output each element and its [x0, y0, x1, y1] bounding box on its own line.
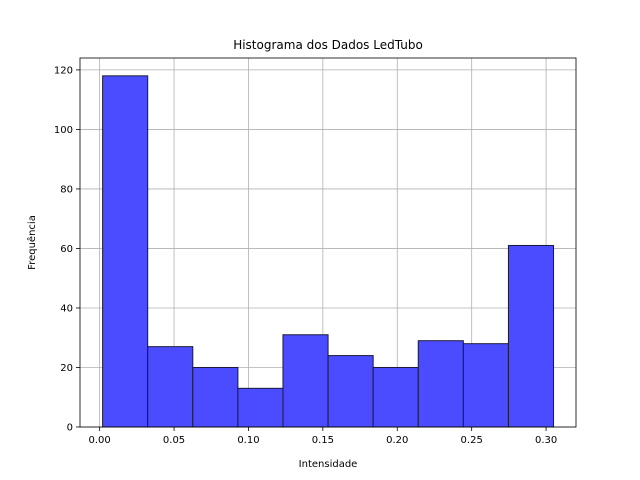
histogram-bar: [192, 366, 239, 428]
y-axis-label: Frequência: [26, 215, 38, 270]
y-tick-label: 20: [60, 363, 73, 374]
plot-frame: [79, 57, 577, 428]
x-tick-label: 0.05: [163, 435, 185, 446]
x-tick-label: 0.00: [89, 435, 111, 446]
x-tick-label: 0.10: [237, 435, 259, 446]
x-tick-label: 0.20: [386, 435, 408, 446]
x-tick-label: 0.15: [312, 435, 334, 446]
histogram-bar: [462, 343, 509, 428]
histogram-bar: [372, 366, 419, 428]
y-tick-label: 100: [54, 125, 73, 136]
histogram-bar: [102, 75, 149, 428]
histogram-bar: [417, 340, 464, 428]
y-tick-label: 60: [60, 244, 73, 255]
chart-title: Histograma dos Dados LedTubo: [233, 38, 423, 52]
histogram-bar: [327, 355, 374, 428]
histogram-bar: [282, 334, 329, 428]
x-tick-label: 0.30: [535, 435, 557, 446]
ticks-layer: 0.00 0.05 0.10 0.15 0.20 0.25 0.30 0 20 40 60 80 100…: [54, 65, 557, 446]
y-tick-label: 40: [60, 303, 73, 314]
histogram-bar: [147, 346, 194, 428]
histogram-bar: [237, 387, 284, 428]
histogram-bar: [507, 244, 555, 428]
x-tick-label: 0.25: [461, 435, 483, 446]
x-axis-label: Intensidade: [299, 459, 358, 470]
y-tick-label: 120: [54, 65, 73, 76]
y-tick-label: 80: [60, 184, 73, 195]
y-tick-label: 0: [67, 423, 73, 434]
